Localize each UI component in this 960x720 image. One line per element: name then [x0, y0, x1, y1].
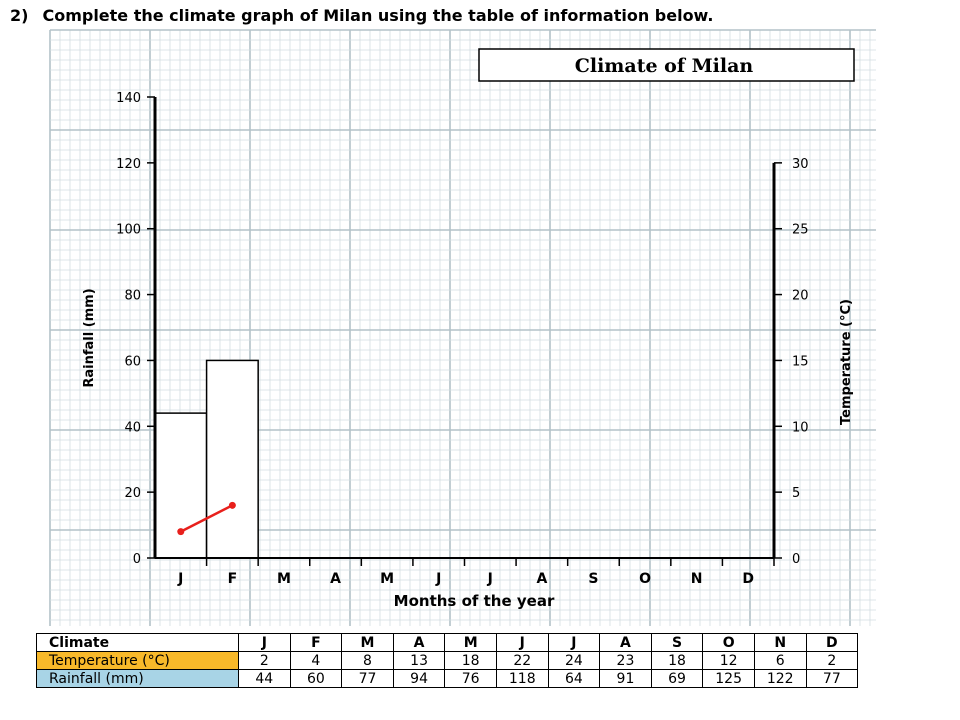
climate-graph: Climate of Milan 0 20 40 60 80 100 120 140 0 5 10 1… — [49, 29, 876, 626]
table-rainfall-cell: 77 — [805, 669, 859, 688]
temperature-line — [177, 501, 236, 536]
chart-axes: 0 20 40 60 80 100 120 140 0 5 10 15 20 25 30 J F M A M J J A S O… — [116, 91, 808, 587]
question-number: 2) — [10, 6, 29, 25]
table-rainfall-cell: 91 — [599, 669, 652, 688]
table-month-cell: J — [547, 633, 601, 652]
x-tick-label: D — [742, 571, 754, 587]
table-temperature-cell: 18 — [650, 651, 704, 670]
table-rainfall-cell: 77 — [341, 669, 394, 688]
y-right-tick-label: 20 — [792, 289, 809, 304]
table-rainfall-cell: 64 — [547, 669, 601, 688]
y-left-tick-label: 120 — [116, 157, 141, 172]
x-tick-label: J — [177, 571, 183, 587]
x-axis-label: Months of the year — [394, 592, 555, 610]
table-temperature-cell: 8 — [341, 651, 394, 670]
y-left-tick-label: 40 — [124, 420, 141, 435]
question-instruction: Complete the climate graph of Milan usin… — [42, 6, 714, 25]
y-right-tick-label: 0 — [792, 552, 800, 567]
chart-title-box: Climate of Milan — [478, 48, 855, 82]
x-tick-label: A — [536, 571, 547, 587]
y-left-tick-label: 100 — [116, 223, 141, 238]
table-temperature-cell: 18 — [444, 651, 497, 670]
table-month-cell: J — [238, 633, 291, 652]
y-right-tick-label: 25 — [792, 223, 809, 238]
table-month-cell: M — [444, 633, 497, 652]
y-left-tick-label: 60 — [124, 354, 141, 369]
table-rainfall-cell: 118 — [495, 669, 549, 688]
x-tick-label: A — [330, 571, 341, 587]
table-month-cell: F — [289, 633, 343, 652]
rainfall-bar — [154, 412, 208, 559]
table-temperature-row: Temperature (°C) 2 4 8 13 18 22 24 23 18 12 6 2 — [36, 651, 859, 670]
question-text: 2) Complete the climate graph of Milan us… — [10, 6, 713, 25]
x-tick-label: F — [228, 571, 238, 587]
graph-paper-grid — [49, 29, 876, 626]
x-tick-label: J — [435, 571, 441, 587]
table-temperature-cell: 12 — [702, 651, 755, 670]
table-temperature-cell: 24 — [547, 651, 601, 670]
table-month-cell: O — [702, 633, 755, 652]
table-rainfall-cell: 69 — [650, 669, 704, 688]
table-temperature-cell: 2 — [805, 651, 859, 670]
table-month-cell: S — [650, 633, 704, 652]
table-rainfall-cell: 44 — [238, 669, 291, 688]
table-temperature-cell: 23 — [599, 651, 652, 670]
x-tick-label: J — [487, 571, 493, 587]
x-tick-label: S — [588, 571, 598, 587]
y-axis-left-label: Rainfall (mm) — [82, 288, 97, 387]
y-right-tick-label: 10 — [792, 420, 809, 435]
y-left-tick-label: 20 — [124, 486, 141, 501]
y-left-tick-label: 140 — [116, 91, 141, 106]
y-axis-right-label: Temperature (°C) — [839, 299, 854, 425]
rainfall-row-label: Rainfall (mm) — [36, 669, 239, 688]
y-left-tick-label: 0 — [133, 552, 141, 567]
table-rainfall-cell: 122 — [753, 669, 807, 688]
y-right-tick-label: 5 — [792, 486, 800, 501]
y-left-tick-label: 80 — [124, 289, 141, 304]
table-temperature-cell: 22 — [495, 651, 549, 670]
table-rainfall-cell: 60 — [289, 669, 343, 688]
table-month-cell: A — [392, 633, 446, 652]
y-right-tick-label: 30 — [792, 157, 809, 172]
x-tick-label: O — [639, 571, 651, 587]
temperature-line-path — [180, 504, 233, 533]
chart-title-frame — [478, 48, 855, 82]
temperature-row-label: Temperature (°C) — [36, 651, 239, 670]
table-month-cell: D — [805, 633, 859, 652]
x-tick-label: N — [691, 571, 703, 587]
table-month-cell: M — [341, 633, 394, 652]
chart-title: Climate of Milan — [575, 55, 754, 77]
rainfall-bar — [205, 359, 259, 559]
table-rainfall-row: Rainfall (mm) 44 60 77 94 76 118 64 91 69 125 122 7… — [36, 669, 859, 688]
table-month-cell: A — [599, 633, 652, 652]
table-rainfall-cell: 94 — [392, 669, 446, 688]
table-temperature-cell: 13 — [392, 651, 446, 670]
table-rainfall-cell: 125 — [702, 669, 755, 688]
table-header-label: Climate — [36, 633, 239, 652]
y-right-tick-label: 15 — [792, 354, 809, 369]
table-temperature-cell: 6 — [753, 651, 807, 670]
x-tick-label: M — [380, 571, 394, 587]
table-month-cell: N — [753, 633, 807, 652]
temperature-point — [177, 528, 185, 536]
table-temperature-cell: 4 — [289, 651, 343, 670]
table-month-cell: J — [495, 633, 549, 652]
x-tick-label: M — [277, 571, 291, 587]
temperature-point — [228, 501, 236, 509]
table-rainfall-cell: 76 — [444, 669, 497, 688]
table-temperature-cell: 2 — [238, 651, 291, 670]
